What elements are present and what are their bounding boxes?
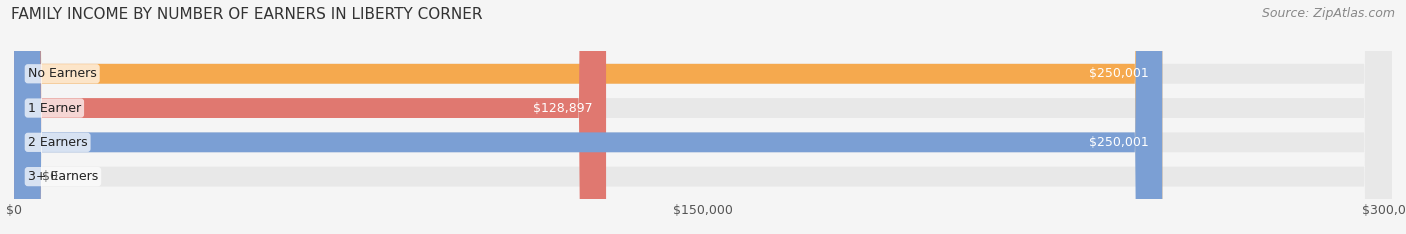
- Text: 1 Earner: 1 Earner: [28, 102, 82, 115]
- Text: Source: ZipAtlas.com: Source: ZipAtlas.com: [1261, 7, 1395, 20]
- Text: 3+ Earners: 3+ Earners: [28, 170, 98, 183]
- FancyBboxPatch shape: [14, 0, 1163, 234]
- Text: No Earners: No Earners: [28, 67, 97, 80]
- Text: $0: $0: [42, 170, 58, 183]
- Text: 2 Earners: 2 Earners: [28, 136, 87, 149]
- FancyBboxPatch shape: [14, 0, 1392, 234]
- FancyBboxPatch shape: [14, 0, 606, 234]
- FancyBboxPatch shape: [14, 0, 1392, 234]
- FancyBboxPatch shape: [14, 0, 1163, 234]
- Text: $250,001: $250,001: [1088, 67, 1149, 80]
- FancyBboxPatch shape: [14, 0, 1392, 234]
- Text: $250,001: $250,001: [1088, 136, 1149, 149]
- Text: $128,897: $128,897: [533, 102, 592, 115]
- Text: FAMILY INCOME BY NUMBER OF EARNERS IN LIBERTY CORNER: FAMILY INCOME BY NUMBER OF EARNERS IN LI…: [11, 7, 482, 22]
- FancyBboxPatch shape: [14, 0, 1392, 234]
